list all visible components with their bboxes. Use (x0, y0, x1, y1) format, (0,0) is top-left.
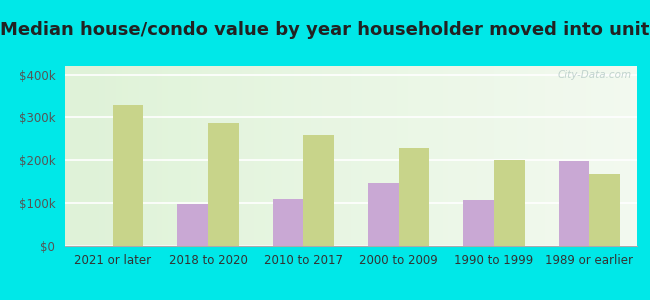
Bar (494, 160, 525, 246)
Bar (590, 174, 620, 246)
Bar (559, 161, 590, 246)
Bar (398, 148, 429, 246)
Text: City-Data.com: City-Data.com (557, 70, 631, 80)
Text: Median house/condo value by year householder moved into unit: Median house/condo value by year househo… (0, 21, 650, 39)
Bar (208, 123, 239, 246)
Bar (463, 200, 494, 246)
Bar (112, 105, 143, 246)
Bar (304, 135, 334, 246)
Bar (368, 183, 398, 246)
Bar (177, 204, 208, 246)
Bar (273, 199, 304, 246)
